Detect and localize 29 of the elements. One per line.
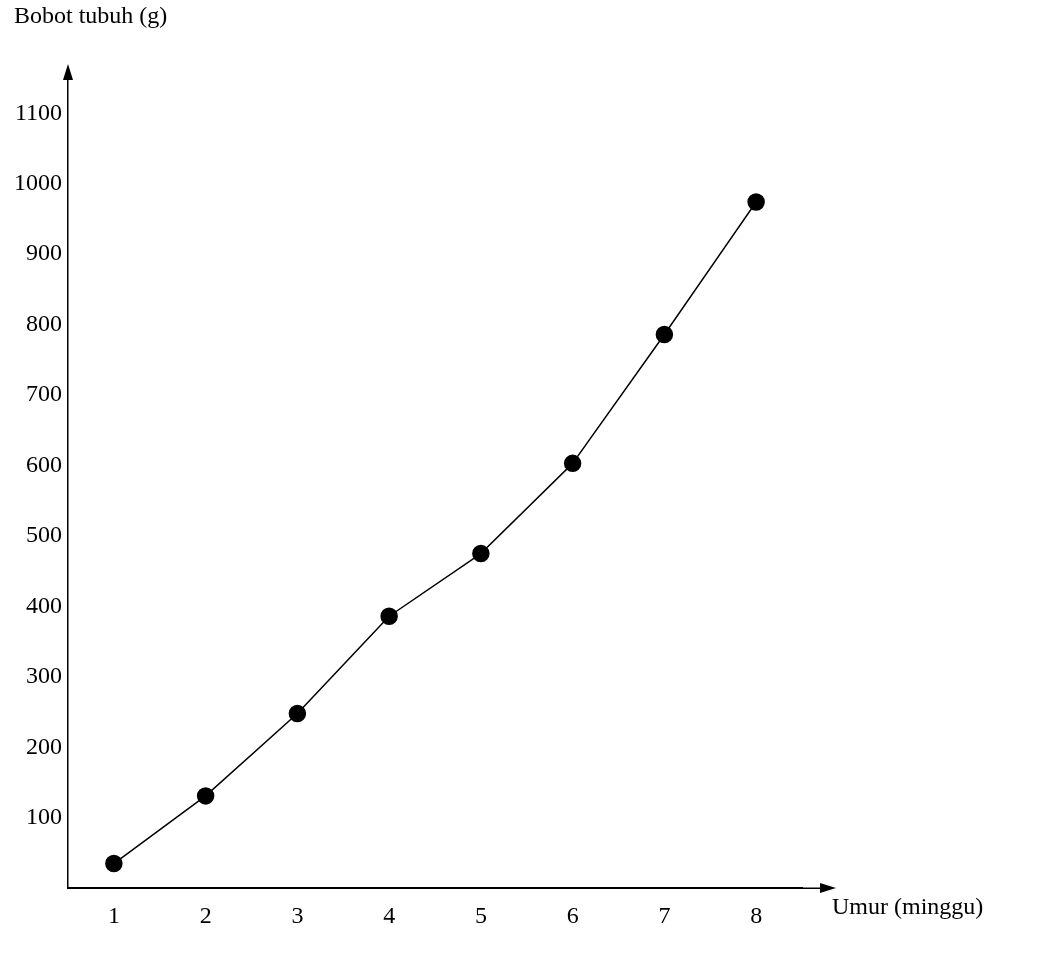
x-axis-title: Umur (minggu) [832,893,984,920]
x-tick-label: 5 [474,901,487,928]
point [105,854,123,873]
point [472,544,490,563]
point [655,325,674,344]
x-tick-label: 3 [291,901,304,928]
x-tick-label: 2 [199,901,212,928]
y-tick-label: 600 [26,450,62,477]
y-tick-label: 300 [26,662,62,689]
y-tick-label: 1100 [14,98,62,125]
y-tick-label: 200 [26,732,62,759]
y-tick-label: 400 [26,591,62,618]
point [380,607,398,626]
y-tick-label: 800 [26,309,62,336]
x-tick-label: 1 [107,901,120,928]
y-axis-title: Bobot tubuh (g) [14,2,168,29]
x-tick-label: 8 [750,901,763,928]
point [288,704,307,723]
point [196,787,215,805]
x-tick-label: 6 [566,901,579,928]
y-tick-label: 500 [26,521,62,548]
point [563,454,582,473]
y-tick-label: 1000 [14,168,62,195]
x-tick-label: 4 [383,901,396,928]
y-tick-label: 100 [26,803,62,830]
y-tick-label: 900 [26,239,62,266]
point [747,193,765,211]
x-tick-label: 7 [658,901,671,928]
y-tick-label: 700 [26,380,62,407]
